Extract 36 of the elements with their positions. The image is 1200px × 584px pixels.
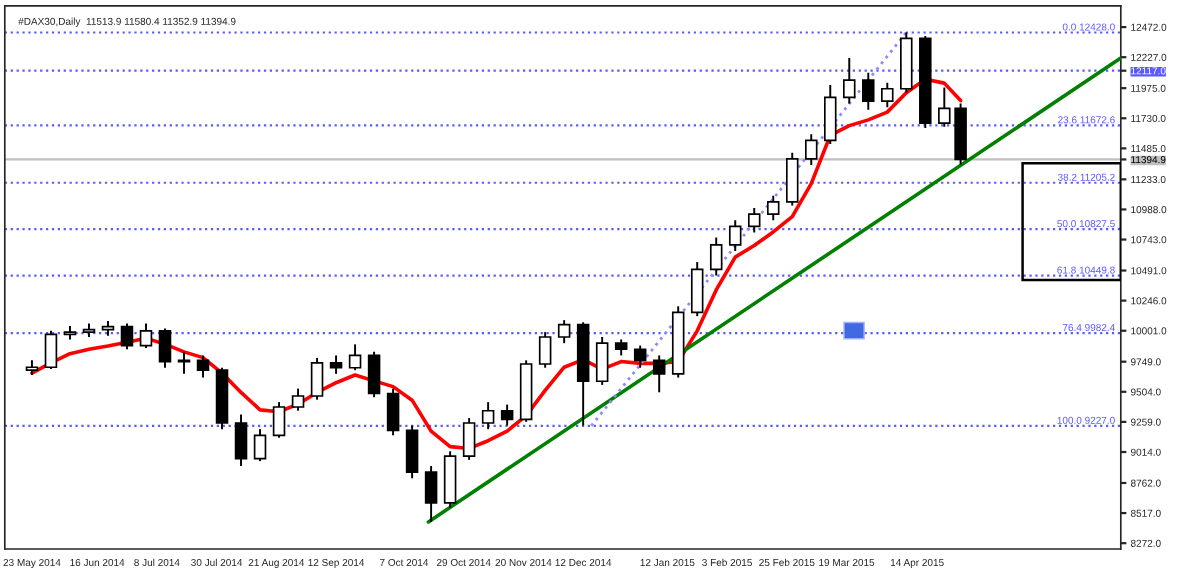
candlestick [329,354,343,375]
candlestick [747,207,761,234]
candlestick [120,322,134,351]
candlestick [44,329,58,370]
candlestick [253,428,267,463]
candlestick [272,401,286,439]
candlestick [348,343,362,372]
candlestick [367,350,381,399]
candlestick [462,417,476,461]
candlestick [804,133,818,166]
candlestick [652,354,666,394]
candlestick [538,331,552,369]
candlestick [595,336,609,386]
candlestick [728,219,742,252]
candlestick [139,322,153,350]
candlestick [443,450,457,509]
candlestick [843,57,856,105]
candlestick [709,236,723,277]
candlestick [405,424,419,480]
candlestick [481,401,495,431]
candlestick [291,387,305,412]
candlestick [823,84,837,146]
candlestick [633,344,647,369]
candlestick [500,403,514,427]
candlestick [424,465,438,523]
candlestick [158,327,172,369]
candlestick [881,81,894,109]
candlestick [196,354,210,379]
candlestick [862,71,875,111]
candlestick [310,356,324,401]
candlestick [785,151,799,207]
candlestick [386,387,400,437]
candlestick [690,261,704,318]
candlestick [557,319,571,345]
candlestick [234,413,248,467]
candlestick [766,194,780,222]
